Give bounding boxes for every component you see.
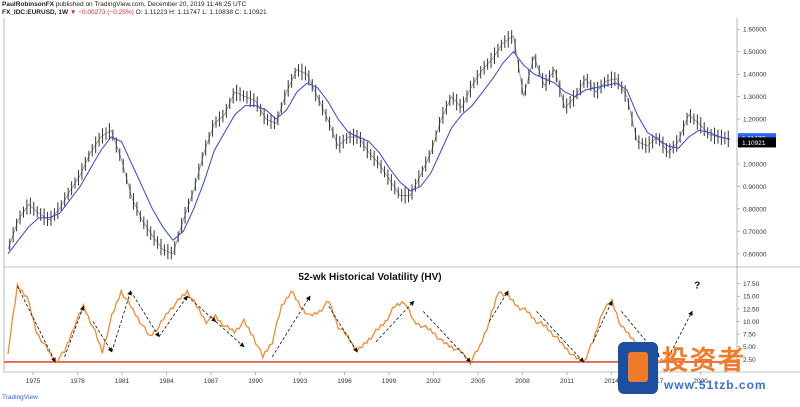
hv-tick-label: 15.00	[743, 294, 760, 301]
last-price-tag	[738, 137, 776, 148]
trend-arrow	[111, 290, 132, 352]
publisher-line: PaulRobinsonFX published on TradingView.…	[2, 1, 246, 9]
hv-tick-label: 10.00	[743, 319, 760, 326]
annotation-question: ?	[694, 281, 700, 292]
price-tick-label: 0.60000	[743, 251, 767, 258]
price-tick-label: 1.40000	[743, 72, 767, 79]
price-pane	[7, 30, 731, 260]
last-price-label: 1.10921	[742, 140, 766, 147]
trend-arrow	[17, 285, 56, 363]
tradingview-brand[interactable]: TradingView	[2, 394, 38, 401]
x-tick-label: 2014	[604, 378, 619, 385]
watermark-url: www.51tzb.com	[664, 378, 767, 392]
moving-average-line	[7, 50, 731, 255]
x-tick-label: 2008	[515, 378, 530, 385]
x-tick-label: 1981	[115, 378, 130, 385]
trend-arrow	[215, 321, 245, 348]
author-name[interactable]: PaulRobinsonFX	[2, 1, 54, 8]
x-tick-label: 2005	[471, 378, 486, 385]
x-tick-label: 1990	[248, 378, 263, 385]
trend-arrow	[64, 305, 85, 357]
trend-arrow	[422, 311, 471, 363]
hv-tick-label: 7.50	[743, 332, 756, 339]
price-tick-label: 1.60000	[743, 27, 767, 34]
x-tick-label: 1975	[26, 378, 41, 385]
trend-arrow	[375, 300, 415, 342]
trend-arrow	[271, 295, 311, 358]
price-tick-label: 1.20000	[743, 117, 767, 124]
price-tick-label: 0.90000	[743, 184, 767, 191]
x-tick-label: 2011	[560, 378, 574, 385]
hv-tick-label: 5.00	[743, 344, 756, 351]
trend-arrow	[668, 310, 693, 358]
ohlc-values: O: 1.11223 H: 1.11747 L: 1.10838 C: 1.10…	[135, 9, 267, 16]
trend-arrow	[328, 306, 358, 353]
x-tick-label: 1978	[70, 378, 85, 385]
publish-info: published on TradingView.com, December 2…	[55, 1, 247, 8]
watermark-text: 投资者	[662, 345, 747, 375]
change-value: ▼ −0.00273 (−0.25%)	[69, 9, 134, 16]
trend-arrow	[187, 295, 217, 323]
x-tick-label: 1984	[159, 378, 174, 385]
x-tick-label: 1996	[337, 378, 352, 385]
trend-arrow	[130, 290, 160, 338]
price-tick-label: 1.00000	[743, 161, 767, 168]
hv-pane: 52-wk Historical Volatility (HV)?	[4, 272, 737, 366]
price-line	[7, 35, 731, 255]
symbol-label[interactable]: FX_IDC:EURUSD, 1W	[2, 9, 69, 16]
x-tick-label: 1999	[382, 378, 397, 385]
price-tick-label: 1.50000	[743, 49, 767, 56]
hv-tick-label: 17.50	[743, 281, 760, 288]
x-tick-label: 1993	[293, 378, 308, 385]
x-tick-label: 1987	[204, 378, 219, 385]
watermark: 投资者 www.51tzb.com	[612, 338, 800, 403]
trend-arrow	[536, 311, 585, 363]
trend-arrow	[592, 300, 613, 342]
price-tick-label: 0.70000	[743, 229, 767, 236]
hv-tick-label: 12.50	[743, 306, 760, 313]
price-tick-label: 0.80000	[743, 206, 767, 213]
axes: 1.600001.500001.400001.300001.200001.100…	[26, 27, 776, 385]
hv-title: 52-wk Historical Volatility (HV)	[298, 272, 441, 283]
chart-frame	[3, 18, 800, 373]
watermark-logo-icon	[618, 342, 658, 394]
x-tick-label: 2002	[426, 378, 441, 385]
trend-arrow	[92, 321, 113, 353]
symbol-line: FX_IDC:EURUSD, 1W ▼ −0.00273 (−0.25%) O:…	[2, 9, 267, 17]
hv-tick-label: 2.50	[743, 357, 756, 364]
hv-line	[7, 282, 679, 366]
x-tick-label: 2020	[693, 378, 708, 385]
price-tick-label: 1.30000	[743, 94, 767, 101]
trend-arrow	[158, 295, 188, 337]
trend-arrow	[488, 290, 509, 322]
